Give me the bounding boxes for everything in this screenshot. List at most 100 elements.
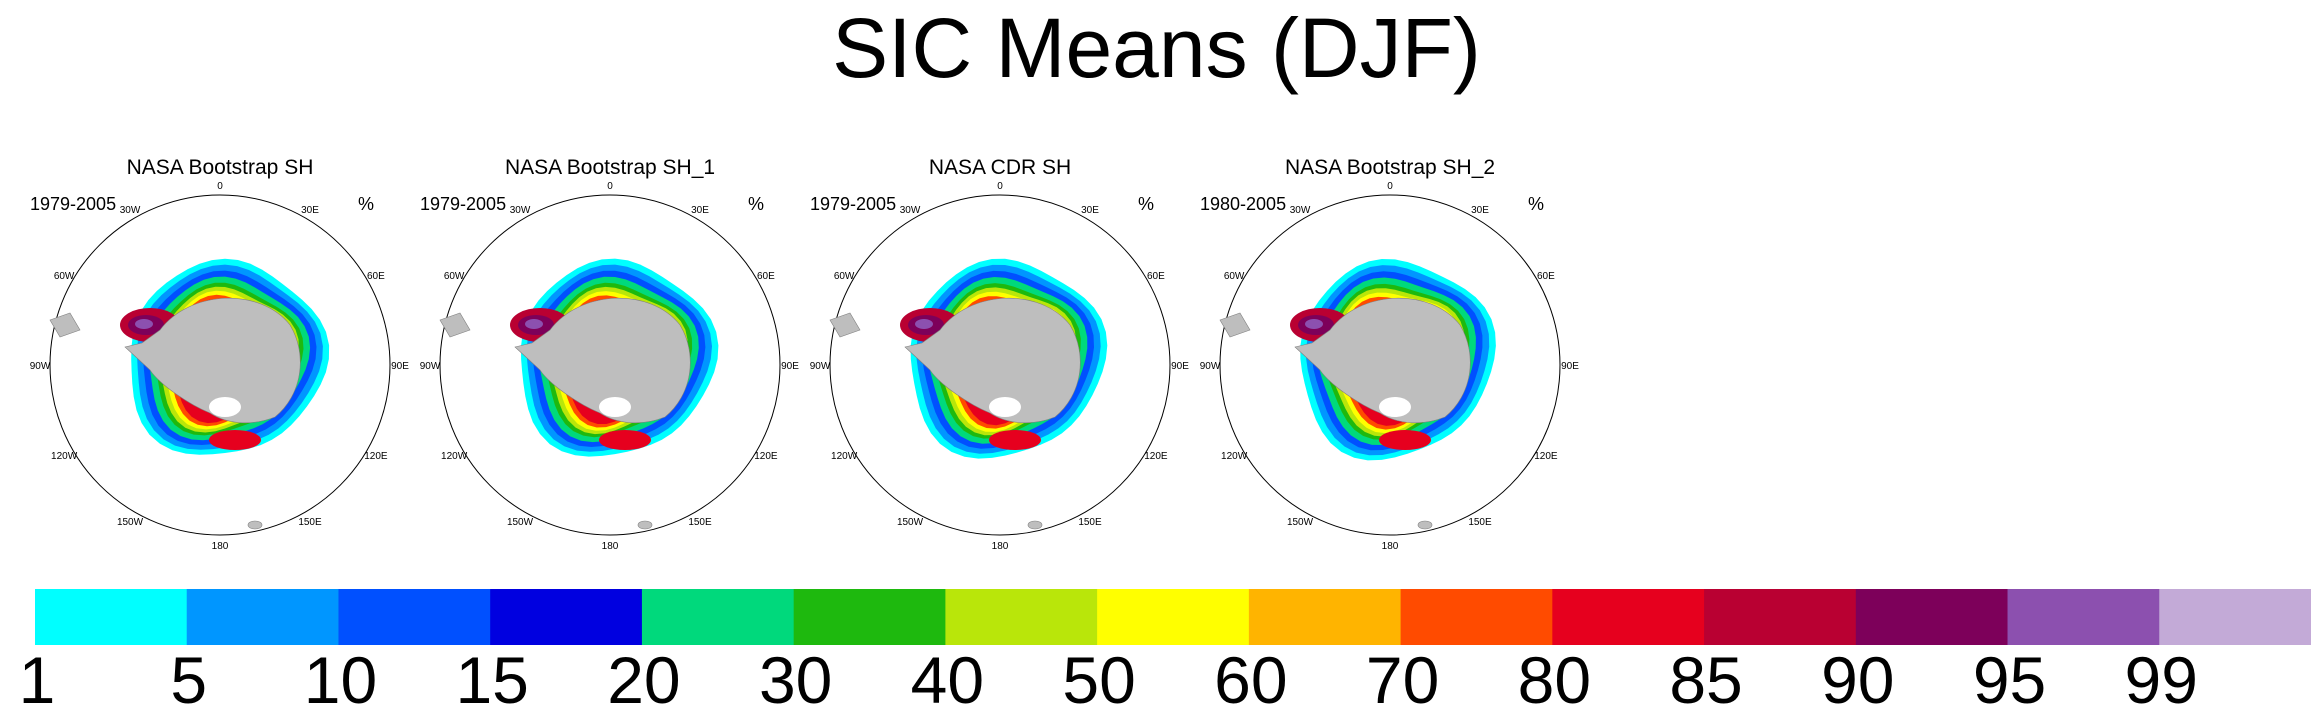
longitude-label: 0 bbox=[997, 181, 1003, 192]
ross-ice-shelf bbox=[989, 397, 1021, 417]
colorbar-tick-label: 99 bbox=[2124, 643, 2198, 717]
ross-ice-shelf bbox=[1379, 397, 1411, 417]
longitude-label: 30E bbox=[691, 205, 709, 216]
panel-period: 1979-2005 bbox=[810, 194, 897, 214]
south-america-land bbox=[49, 312, 81, 338]
panel-units: % bbox=[1138, 194, 1155, 214]
longitude-label: 90W bbox=[1200, 361, 1221, 372]
new-zealand-land bbox=[247, 520, 263, 530]
colorbar-labels: 1 5 10 15 20 30 40 50 60 70 80 85 90 95 99 bbox=[0, 645, 2313, 715]
sic-patch-ross bbox=[989, 430, 1041, 450]
panel-period: 1980-2005 bbox=[1200, 194, 1287, 214]
longitude-label: 150W bbox=[897, 517, 924, 528]
panel-units: % bbox=[1528, 194, 1545, 214]
antarctica-landmass bbox=[124, 297, 301, 424]
longitude-label: 90E bbox=[1171, 361, 1189, 372]
colorbar-tick-label: 30 bbox=[758, 643, 833, 717]
colorbar-tick-label: 70 bbox=[1365, 643, 1440, 717]
longitude-label: 150E bbox=[298, 517, 322, 528]
antarctica-landmass bbox=[514, 297, 691, 424]
longitude-label: 120W bbox=[1221, 451, 1248, 462]
longitude-label: 120E bbox=[1534, 451, 1558, 462]
longitude-label: 60W bbox=[54, 271, 75, 282]
longitude-label: 120W bbox=[441, 451, 468, 462]
longitude-label: 60W bbox=[444, 271, 465, 282]
colorbar-tick-label: 20 bbox=[607, 643, 681, 717]
ross-ice-shelf bbox=[209, 397, 241, 417]
sic-patch-ross bbox=[599, 430, 651, 450]
polar-map: 0 30E 60E 90E 120E 150E 180 150W 120W 90W 60W 30W bbox=[420, 181, 799, 550]
panel-period: 1979-2005 bbox=[420, 194, 507, 214]
longitude-label: 90E bbox=[391, 361, 409, 372]
longitude-label: 150W bbox=[117, 517, 144, 528]
new-zealand-land bbox=[637, 520, 653, 530]
sic-patch-weddell-max bbox=[525, 319, 543, 329]
colorbar-swatch bbox=[945, 589, 1098, 645]
longitude-label: 30E bbox=[1081, 205, 1099, 216]
longitude-label: 180 bbox=[1382, 541, 1399, 550]
colorbar-tick-label: 10 bbox=[303, 643, 378, 717]
colorbar-swatch bbox=[2159, 589, 2311, 645]
colorbar-tick-label: 85 bbox=[1669, 643, 1743, 717]
colorbar-swatch bbox=[338, 589, 491, 645]
panel-title: NASA Bootstrap SH_1 bbox=[504, 156, 716, 179]
map-panel: 0 30E 60E 90E 120E 150E 180 150W 120W 90W 60W 30W NA… bbox=[30, 150, 410, 550]
longitude-label: 150E bbox=[1078, 517, 1102, 528]
longitude-label: 180 bbox=[602, 541, 619, 550]
colorbar-swatch bbox=[490, 589, 643, 645]
longitude-label: 60E bbox=[1147, 271, 1165, 282]
ross-ice-shelf bbox=[599, 397, 631, 417]
colorbar-tick-label: 90 bbox=[1821, 643, 1895, 717]
longitude-label: 120W bbox=[831, 451, 858, 462]
panel-units: % bbox=[358, 194, 375, 214]
sic-patch-ross bbox=[209, 430, 261, 450]
colorbar-tick-label: 40 bbox=[910, 643, 985, 717]
longitude-label: 150E bbox=[1468, 517, 1492, 528]
page-title: SIC Means (DJF) bbox=[832, 1, 1481, 95]
colorbar-swatch bbox=[1400, 589, 1553, 645]
antarctica-landmass bbox=[1294, 297, 1471, 424]
longitude-label: 90W bbox=[30, 361, 51, 372]
colorbar-swatch bbox=[1097, 589, 1250, 645]
sic-patch-weddell-max bbox=[915, 319, 933, 329]
colorbar-tick-label: 60 bbox=[1214, 643, 1288, 717]
antarctica-landmass bbox=[904, 297, 1081, 424]
polar-map: 0 30E 60E 90E 120E 150E 180 150W 120W 90W 60W 30W bbox=[30, 181, 409, 550]
longitude-label: 90E bbox=[781, 361, 799, 372]
panel-title: NASA Bootstrap SH bbox=[126, 156, 314, 179]
longitude-label: 30W bbox=[120, 205, 141, 216]
panel-units: % bbox=[748, 194, 765, 214]
sic-patch-weddell-max bbox=[1305, 319, 1323, 329]
longitude-label: 30W bbox=[1290, 205, 1311, 216]
longitude-label: 30W bbox=[900, 205, 921, 216]
panel-period: 1979-2005 bbox=[30, 194, 117, 214]
map-panel: 0 30E 60E 90E 120E 150E 180 150W 120W 90W 60W 30W NA… bbox=[420, 150, 800, 550]
longitude-label: 150W bbox=[1287, 517, 1314, 528]
colorbar-swatch bbox=[35, 589, 188, 645]
longitude-label: 150E bbox=[688, 517, 712, 528]
colorbar-tick-label: 5 bbox=[170, 643, 208, 717]
colorbar-swatch bbox=[1704, 589, 1857, 645]
sic-patch-weddell-max bbox=[135, 319, 153, 329]
colorbar-swatch bbox=[793, 589, 946, 645]
longitude-label: 150W bbox=[507, 517, 534, 528]
colorbar-swatch bbox=[1552, 589, 1705, 645]
longitude-label: 120E bbox=[1144, 451, 1168, 462]
colorbar-tick-label: 80 bbox=[1517, 643, 1592, 717]
polar-map: 0 30E 60E 90E 120E 150E 180 150W 120W 90W 60W 30W bbox=[810, 181, 1189, 550]
longitude-label: 60E bbox=[1537, 271, 1555, 282]
map-panel: 0 30E 60E 90E 120E 150E 180 150W 120W 90W 60W 30W NA… bbox=[810, 150, 1190, 550]
panel-title: NASA CDR SH bbox=[928, 156, 1072, 179]
colorbar-tick-label: 95 bbox=[1972, 643, 2047, 717]
south-america-land bbox=[1219, 312, 1251, 338]
panel-title: NASA Bootstrap SH_2 bbox=[1284, 156, 1496, 179]
colorbar-swatch bbox=[186, 589, 339, 645]
south-america-land bbox=[829, 312, 861, 338]
colorbar bbox=[35, 589, 2311, 645]
longitude-label: 0 bbox=[217, 181, 223, 192]
longitude-label: 180 bbox=[212, 541, 229, 550]
longitude-label: 120E bbox=[754, 451, 778, 462]
longitude-label: 180 bbox=[992, 541, 1009, 550]
new-zealand-land bbox=[1027, 520, 1043, 530]
south-america-land bbox=[439, 312, 471, 338]
